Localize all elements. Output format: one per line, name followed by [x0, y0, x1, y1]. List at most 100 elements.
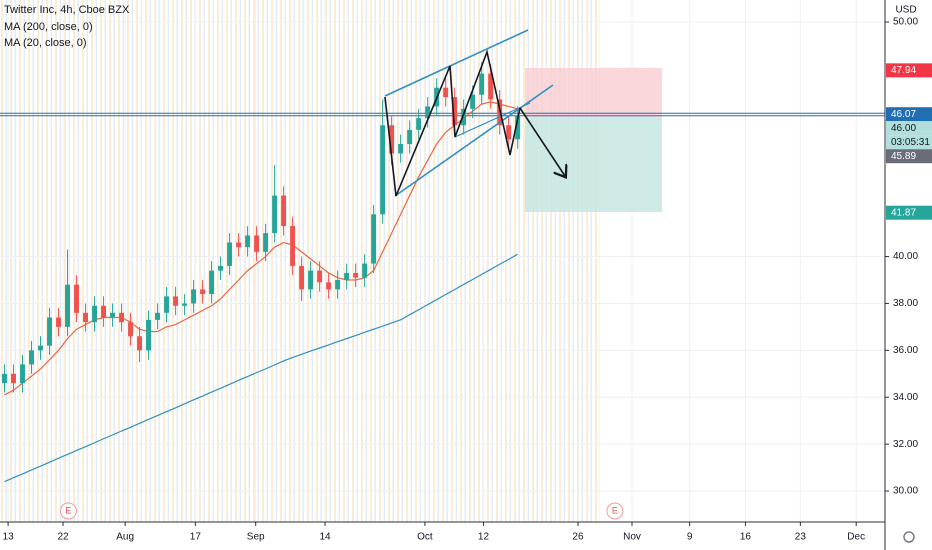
candle-body: [353, 272, 359, 278]
y-tick-label: 30.00: [893, 486, 918, 497]
forecast-arrow[interactable]: [519, 107, 565, 176]
candle-body: [317, 270, 323, 283]
x-tick-label: Oct: [417, 532, 433, 543]
x-tick-label: 16: [740, 532, 752, 543]
candle-body: [407, 129, 413, 144]
ma-line: [4, 253, 518, 483]
zigzag[interactable]: [384, 49, 521, 197]
x-tick-label: 13: [3, 532, 15, 543]
candle-body: [452, 97, 458, 126]
candle-body: [344, 272, 350, 280]
candle-body: [65, 284, 70, 327]
price-label: 46.07: [891, 109, 916, 120]
candle-body: [362, 263, 368, 278]
time-axis[interactable]: [0, 522, 885, 550]
legend-ma200: MA (200, close, 0): [4, 21, 93, 33]
plot: [0, 61, 885, 483]
candle-body: [398, 143, 404, 154]
settings-icon[interactable]: [903, 531, 915, 543]
price-label: 03:05:31: [891, 137, 930, 148]
legend-ma20: MA (20, close, 0): [4, 37, 87, 49]
candle-body: [209, 270, 215, 295]
candle-body: [245, 235, 251, 248]
candle-body: [173, 296, 179, 306]
y-tick-label: 38.00: [893, 298, 918, 309]
candle-body: [254, 235, 260, 252]
candle-body: [227, 242, 233, 266]
currency: USD: [895, 5, 916, 16]
candle-body: [470, 94, 476, 109]
candle-body: [83, 312, 89, 323]
candle-body: [290, 226, 296, 266]
candle-body: [218, 265, 224, 271]
candle-body: [11, 373, 16, 384]
event-label: E: [612, 505, 618, 515]
candle-body: [389, 125, 395, 154]
candle-body: [38, 345, 43, 351]
price-label: 46.00: [891, 123, 916, 134]
candle-body: [128, 322, 134, 337]
y-tick-label: 50.00: [893, 17, 918, 28]
candle-body: [20, 364, 25, 384]
candle-body: [326, 282, 332, 290]
candle-body: [506, 125, 512, 140]
x-tick-label: 23: [795, 532, 807, 543]
candle-body: [281, 195, 287, 227]
candle-body: [416, 118, 422, 130]
x-tick-label: 26: [572, 532, 584, 543]
settings-gear[interactable]: [903, 531, 915, 543]
candle-body: [479, 73, 485, 95]
y-tick-label: 40.00: [893, 251, 918, 262]
drawings[interactable]: [384, 29, 565, 197]
candle-body: [461, 108, 467, 126]
x-tick-label: 9: [687, 532, 693, 543]
candle-body: [2, 373, 7, 384]
x-tick-label: 12: [478, 532, 490, 543]
price-label: 41.87: [891, 207, 916, 218]
session-shading: [0, 0, 600, 522]
grid: [0, 0, 885, 522]
channel-top[interactable]: [384, 29, 529, 97]
candle-body: [308, 270, 314, 290]
price-label-box: [886, 149, 932, 164]
y-tick-label: 36.00: [893, 345, 918, 356]
y-tick-label: 34.00: [893, 392, 918, 403]
target-zone[interactable]: [525, 117, 662, 212]
candle-body: [47, 317, 52, 346]
legend-title: Twitter Inc, 4h, Cboe BZX: [4, 4, 130, 16]
candle-body: [56, 317, 61, 327]
stop-zone[interactable]: [525, 68, 662, 117]
price-label-box: [886, 107, 932, 122]
channel-mid[interactable]: [454, 102, 531, 138]
candle-body: [74, 284, 80, 313]
candle-body: [137, 336, 143, 351]
price-label-box: [886, 63, 932, 78]
candle-body: [155, 312, 161, 320]
candle-body: [443, 87, 449, 98]
x-tick-label: Aug: [116, 532, 134, 543]
candle-body: [371, 214, 377, 264]
axis-labels: 50.00 40.00 38.00 36.00 34.00 32.00 30.00 13 22 A…: [3, 17, 932, 543]
candle-body: [182, 303, 188, 306]
candle-body: [92, 305, 98, 323]
price-axis[interactable]: [885, 0, 932, 550]
x-tick-label: 22: [57, 532, 69, 543]
price-label: 45.89: [891, 151, 916, 162]
channel-bottom[interactable]: [394, 84, 554, 197]
candle-body: [146, 319, 152, 351]
candle-body: [272, 195, 278, 234]
candle-body: [299, 265, 305, 290]
x-tick-label: Dec: [847, 532, 865, 543]
candle-body: [101, 305, 107, 318]
x-tick-label: 17: [190, 532, 202, 543]
candle-body: [380, 125, 386, 215]
event-marker: [59, 502, 77, 520]
candle-body: [119, 312, 125, 323]
price-label-box: [886, 135, 932, 150]
event-label: E: [65, 505, 71, 515]
candle-body: [200, 289, 206, 295]
candle-body: [191, 289, 197, 304]
x-tick-label: Sep: [247, 532, 265, 543]
x-tick-label: Nov: [623, 532, 641, 543]
